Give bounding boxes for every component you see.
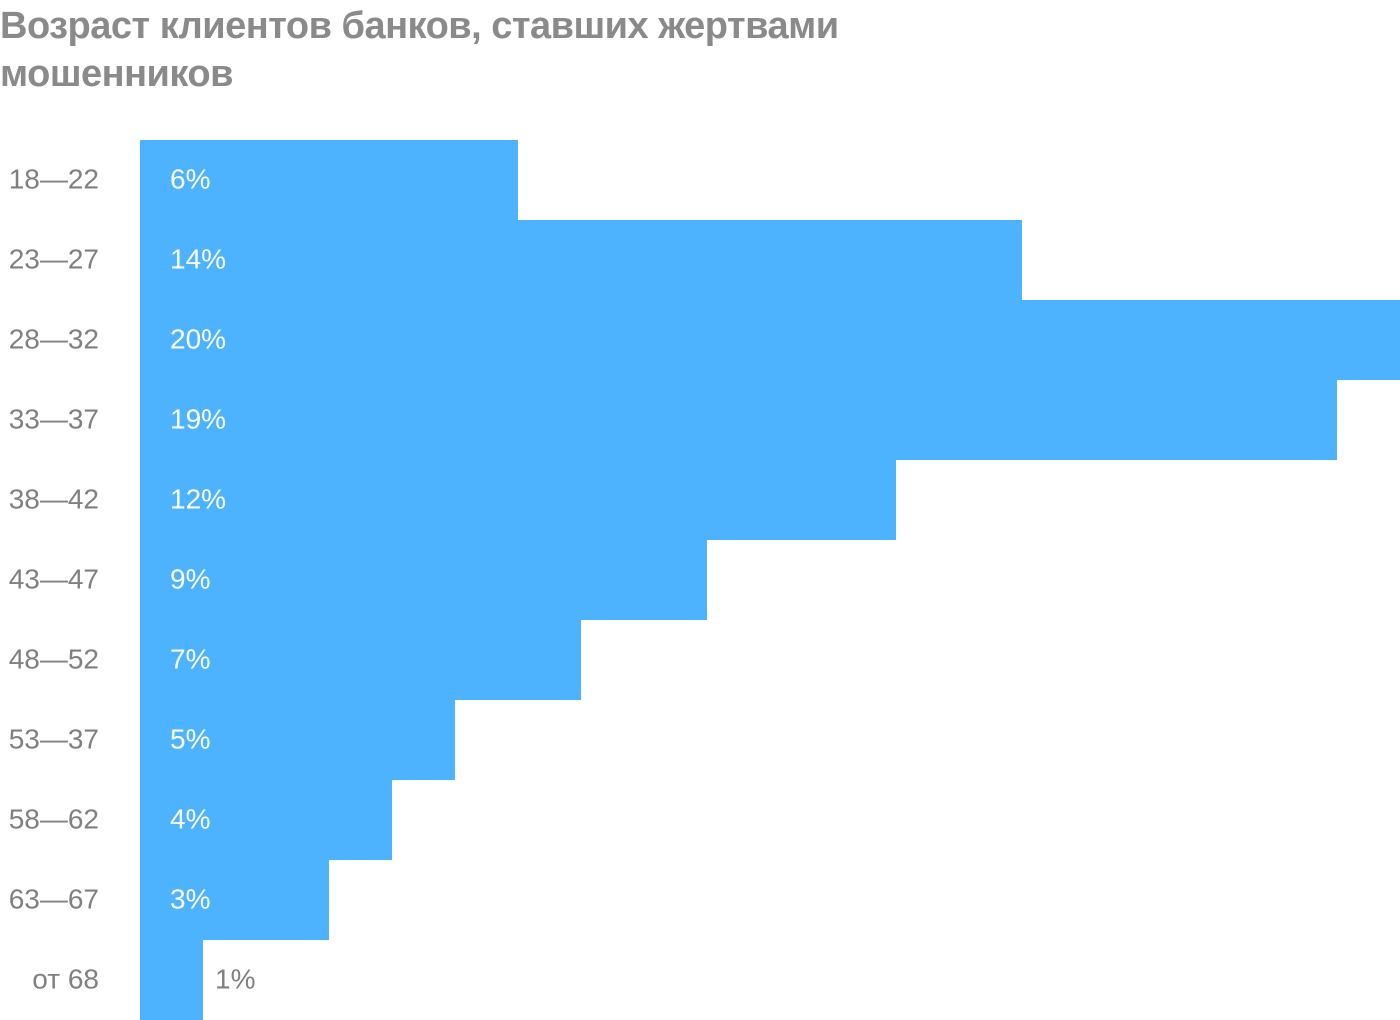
bar: [140, 700, 455, 780]
bar: [140, 860, 329, 940]
bar: [140, 140, 518, 220]
bar: [140, 780, 392, 860]
y-tick-label: 38—42: [9, 483, 99, 514]
bar: [140, 380, 1337, 460]
value-label: 3%: [170, 883, 210, 914]
y-tick-label: 28—32: [9, 323, 99, 354]
value-label: 14%: [170, 243, 226, 274]
value-label: 6%: [170, 163, 210, 194]
y-tick-label: 58—62: [9, 803, 99, 834]
value-label: 12%: [170, 483, 226, 514]
value-label: 5%: [170, 723, 210, 754]
value-label: 20%: [170, 323, 226, 354]
y-tick-label: 63—67: [9, 883, 99, 914]
value-label: 1%: [215, 963, 255, 994]
value-label: 9%: [170, 563, 210, 594]
value-label: 7%: [170, 643, 210, 674]
y-tick-label: 53—37: [9, 723, 99, 754]
y-tick-label: 18—22: [9, 163, 99, 194]
y-tick-label: 33—37: [9, 403, 99, 434]
bar: [140, 300, 1400, 380]
bar: [140, 540, 707, 620]
chart-title: Возраст клиентов банков, ставших жертвам…: [0, 5, 839, 95]
bar: [140, 220, 1022, 300]
bar: [140, 460, 896, 540]
bar: [140, 620, 581, 700]
value-label: 19%: [170, 403, 226, 434]
bar: [140, 940, 203, 1020]
y-tick-label: 48—52: [9, 643, 99, 674]
value-label: 4%: [170, 803, 210, 834]
y-tick-label: 43—47: [9, 563, 99, 594]
y-tick-label: от 68: [32, 963, 99, 994]
y-tick-label: 23—27: [9, 243, 99, 274]
